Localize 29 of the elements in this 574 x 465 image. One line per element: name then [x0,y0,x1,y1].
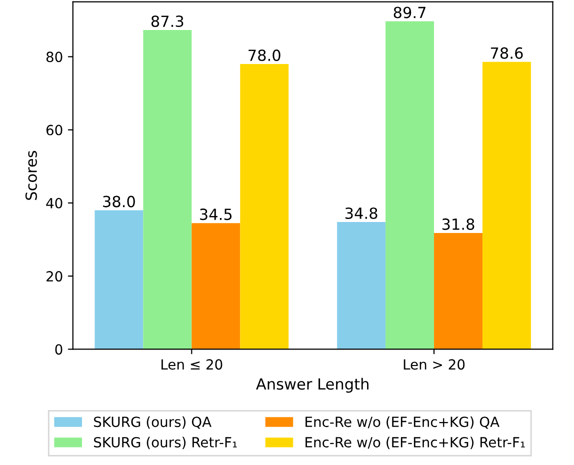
legend-label: Enc-Re w/o (EF-Enc+KG) QA [306,416,500,429]
bar [434,232,482,350]
data-label: 78.6 [490,47,523,59]
y-tick-label: 60 [46,124,62,136]
x-tick-label: Len ≤ 20 [162,359,222,370]
legend-label: SKURG (ours) Retr-F₁ [94,436,237,450]
data-label: 38.0 [103,196,135,208]
data-label: 34.8 [345,207,378,220]
data-label: 78.0 [248,50,280,62]
bar [482,62,531,350]
bar [240,64,289,350]
bar [192,223,240,350]
data-label: 87.3 [151,16,184,28]
data-label: 34.5 [200,208,232,220]
bar [337,222,386,350]
bar [386,21,434,350]
y-tick-label: 20 [46,271,62,282]
y-tick-label: 40 [46,198,62,208]
bar [94,210,144,350]
y-axis-title: Scores [25,150,37,200]
x-tick-label: Len > 20 [404,359,465,370]
bar [143,30,192,350]
x-axis-title: Answer Length [256,378,368,393]
data-label: 89.7 [394,6,426,18]
y-tick-label: 0 [55,344,62,355]
legend-label: SKURG (ours) QA [94,416,212,429]
data-label: 31.8 [442,218,474,230]
y-tick-label: 80 [46,52,62,62]
legend-label: Enc-Re w/o (EF-Enc+KG) Retr-F₁ [306,436,525,450]
